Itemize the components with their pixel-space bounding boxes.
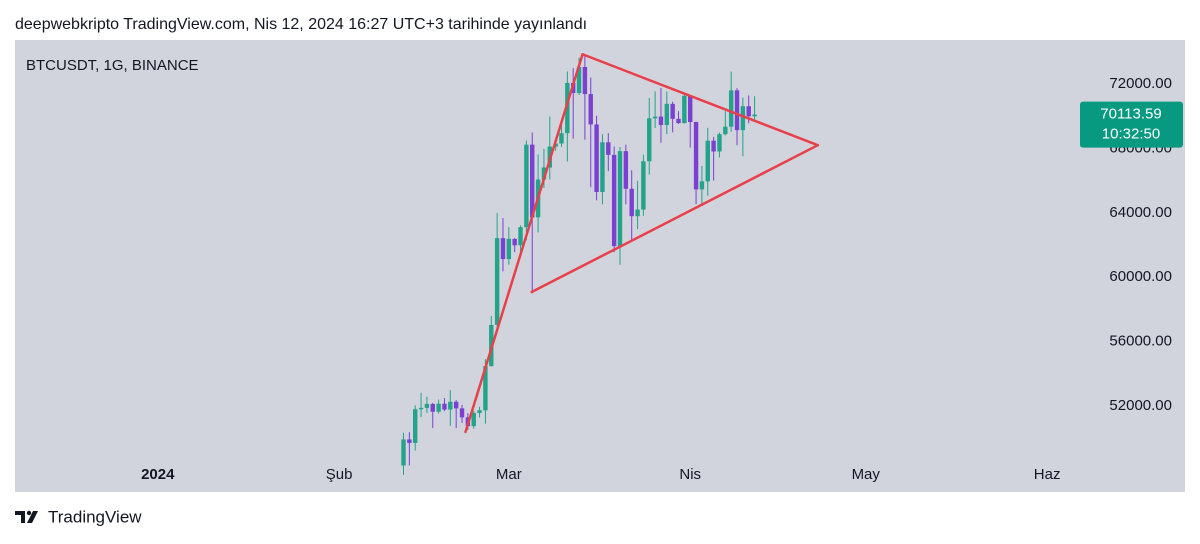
x-tick-label: Haz	[1034, 466, 1061, 483]
candle-body	[617, 151, 623, 247]
candle-body	[717, 134, 722, 152]
candle-body	[430, 403, 435, 412]
candle-body	[658, 116, 664, 125]
candle-body	[594, 124, 599, 193]
candle-body	[752, 114, 757, 117]
candle-body	[442, 403, 447, 410]
y-tick-label: 72000.00	[1109, 75, 1172, 92]
candle-body	[647, 118, 652, 162]
x-tick-label: Nis	[679, 466, 701, 483]
last-price-label: 70113.59	[1100, 106, 1161, 123]
candle-body	[664, 103, 670, 125]
candle-body	[500, 238, 506, 260]
y-tick-label: 60000.00	[1109, 268, 1172, 285]
candle-body	[448, 401, 453, 410]
candle-body	[635, 209, 640, 217]
publish-header: deepwebkripto TradingView.com, Nis 12, 2…	[15, 16, 587, 33]
candle-body	[600, 142, 605, 193]
candle-body	[471, 412, 476, 427]
candle-body	[693, 122, 699, 190]
candle-body	[670, 103, 675, 119]
footer-brand: TradingView	[48, 507, 142, 526]
candle-body	[705, 140, 710, 182]
candle-body	[711, 140, 716, 152]
candle-body	[483, 366, 488, 411]
x-tick-label: May	[852, 466, 881, 483]
y-tick-label: 52000.00	[1109, 397, 1172, 414]
x-tick-label: 2024	[141, 466, 175, 483]
candle-body	[676, 118, 681, 124]
candle-body	[588, 94, 593, 125]
candle-body	[652, 116, 658, 119]
x-tick-label: Mar	[496, 466, 522, 483]
candle-body	[477, 410, 482, 413]
candle-body	[407, 439, 412, 443]
candle-body	[530, 144, 535, 218]
candle-body	[413, 409, 418, 443]
candle-body	[436, 403, 441, 412]
candle-body	[688, 95, 693, 123]
candle-body	[518, 227, 523, 246]
candle-body	[453, 401, 459, 409]
candle-body	[699, 181, 705, 190]
candle-body	[565, 82, 570, 134]
candle-body	[506, 238, 512, 260]
candle-body	[641, 161, 646, 210]
candle-body	[682, 95, 687, 124]
countdown-label: 10:32:50	[1102, 126, 1160, 143]
candle-body	[623, 151, 629, 189]
candle-body	[418, 407, 424, 410]
candle-body	[459, 408, 465, 418]
y-tick-label: 64000.00	[1109, 204, 1172, 221]
chart-panel	[15, 40, 1185, 492]
candle-body	[734, 90, 740, 131]
candle-body	[424, 403, 430, 408]
trendline	[581, 53, 820, 147]
candle-body	[723, 126, 728, 135]
candle-body	[524, 144, 529, 228]
candle-body	[629, 188, 634, 217]
candle-body	[606, 142, 611, 155]
tradingview-logo	[15, 510, 38, 523]
symbol-label: BTCUSDT, 1G, BINANCE	[26, 57, 199, 74]
candle-body	[746, 106, 751, 117]
candle-body	[512, 238, 517, 246]
trendline	[464, 53, 584, 434]
candle-body	[401, 439, 406, 466]
candle-body	[728, 90, 734, 127]
candle-body	[559, 133, 564, 144]
last-price-box	[1080, 101, 1183, 148]
candle-body	[541, 167, 547, 180]
x-tick-label: Şub	[326, 466, 353, 483]
candle-body	[611, 154, 617, 247]
candle-body	[582, 66, 588, 95]
candle-body	[740, 106, 746, 131]
candle-body	[576, 66, 582, 94]
candle-body	[494, 238, 500, 325]
trendline	[530, 143, 820, 294]
y-tick-label: 56000.00	[1109, 333, 1172, 350]
